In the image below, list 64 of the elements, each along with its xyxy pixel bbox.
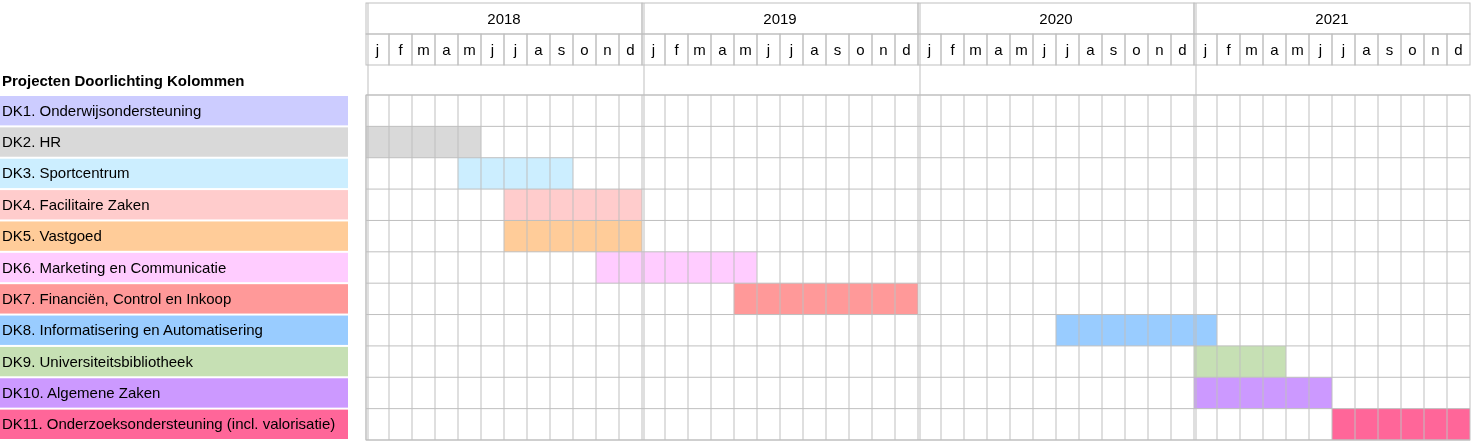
- text: j: [765, 41, 771, 58]
- text: m: [417, 41, 430, 58]
- text: f: [398, 41, 404, 58]
- text: n: [603, 41, 612, 58]
- y-tick-label: DK10. Algemene Zaken: [2, 383, 161, 401]
- x-tick-label: 2018: [487, 10, 521, 27]
- text: s: [1385, 41, 1394, 58]
- y-tick-label: DK11. Onderzoeksondersteuning (incl. valorisatie): [2, 415, 336, 433]
- text: o: [1408, 41, 1417, 58]
- text: j: [1202, 41, 1208, 58]
- text: a: [718, 41, 728, 58]
- text: Projecten Doorlichting Kolommen: [2, 72, 245, 89]
- text: a: [442, 41, 452, 58]
- text: j: [788, 41, 794, 58]
- text: f: [674, 41, 680, 58]
- text: o: [856, 41, 865, 58]
- text: a: [810, 41, 820, 58]
- text: n: [879, 41, 888, 58]
- text: j: [926, 41, 932, 58]
- text: j: [489, 41, 495, 58]
- text: m: [693, 41, 706, 58]
- text: j: [374, 41, 380, 58]
- x-tick-label: 2020: [1039, 10, 1073, 27]
- text: m: [1245, 41, 1258, 58]
- text: s: [1109, 41, 1118, 58]
- y-tick-label: DK2. HR: [2, 133, 62, 151]
- text: n: [1431, 41, 1440, 58]
- text: j: [1317, 41, 1323, 58]
- text: j: [1340, 41, 1346, 58]
- x-tick-label: 2021: [1315, 10, 1349, 27]
- text: o: [580, 41, 589, 58]
- text: j: [1064, 41, 1070, 58]
- y-tick-label: DK9. Universiteitsbibliotheek: [2, 352, 194, 370]
- text: d: [902, 41, 911, 58]
- y-tick-label: DK3. Sportcentrum: [2, 164, 130, 182]
- y-tick-label: DK4. Facilitaire Zaken: [2, 195, 150, 213]
- text: j: [512, 41, 518, 58]
- text: j: [650, 41, 656, 58]
- text: s: [557, 41, 566, 58]
- text: j: [1041, 41, 1047, 58]
- text: m: [969, 41, 982, 58]
- text: m: [1015, 41, 1028, 58]
- text: o: [1132, 41, 1141, 58]
- text: d: [1454, 41, 1463, 58]
- y-tick-label: DK8. Informatisering en Automatisering: [2, 321, 263, 339]
- text: a: [1362, 41, 1372, 58]
- text: n: [1155, 41, 1164, 58]
- text: f: [1226, 41, 1232, 58]
- text: f: [950, 41, 956, 58]
- text: m: [739, 41, 752, 58]
- text: a: [1086, 41, 1096, 58]
- text: a: [994, 41, 1004, 58]
- text: d: [1178, 41, 1187, 58]
- x-tick-label: 2019: [763, 10, 797, 27]
- text: a: [534, 41, 544, 58]
- text: s: [833, 41, 842, 58]
- text: d: [626, 41, 635, 58]
- y-tick-label: DK5. Vastgoed: [2, 227, 102, 245]
- text: m: [463, 41, 476, 58]
- y-tick-label: DK7. Financiën, Control en Inkoop: [2, 289, 232, 307]
- text: m: [1291, 41, 1304, 58]
- y-tick-label: DK6. Marketing en Communicatie: [2, 258, 227, 276]
- y-tick-label: DK1. Onderwijsondersteuning: [2, 101, 202, 119]
- text: a: [1270, 41, 1280, 58]
